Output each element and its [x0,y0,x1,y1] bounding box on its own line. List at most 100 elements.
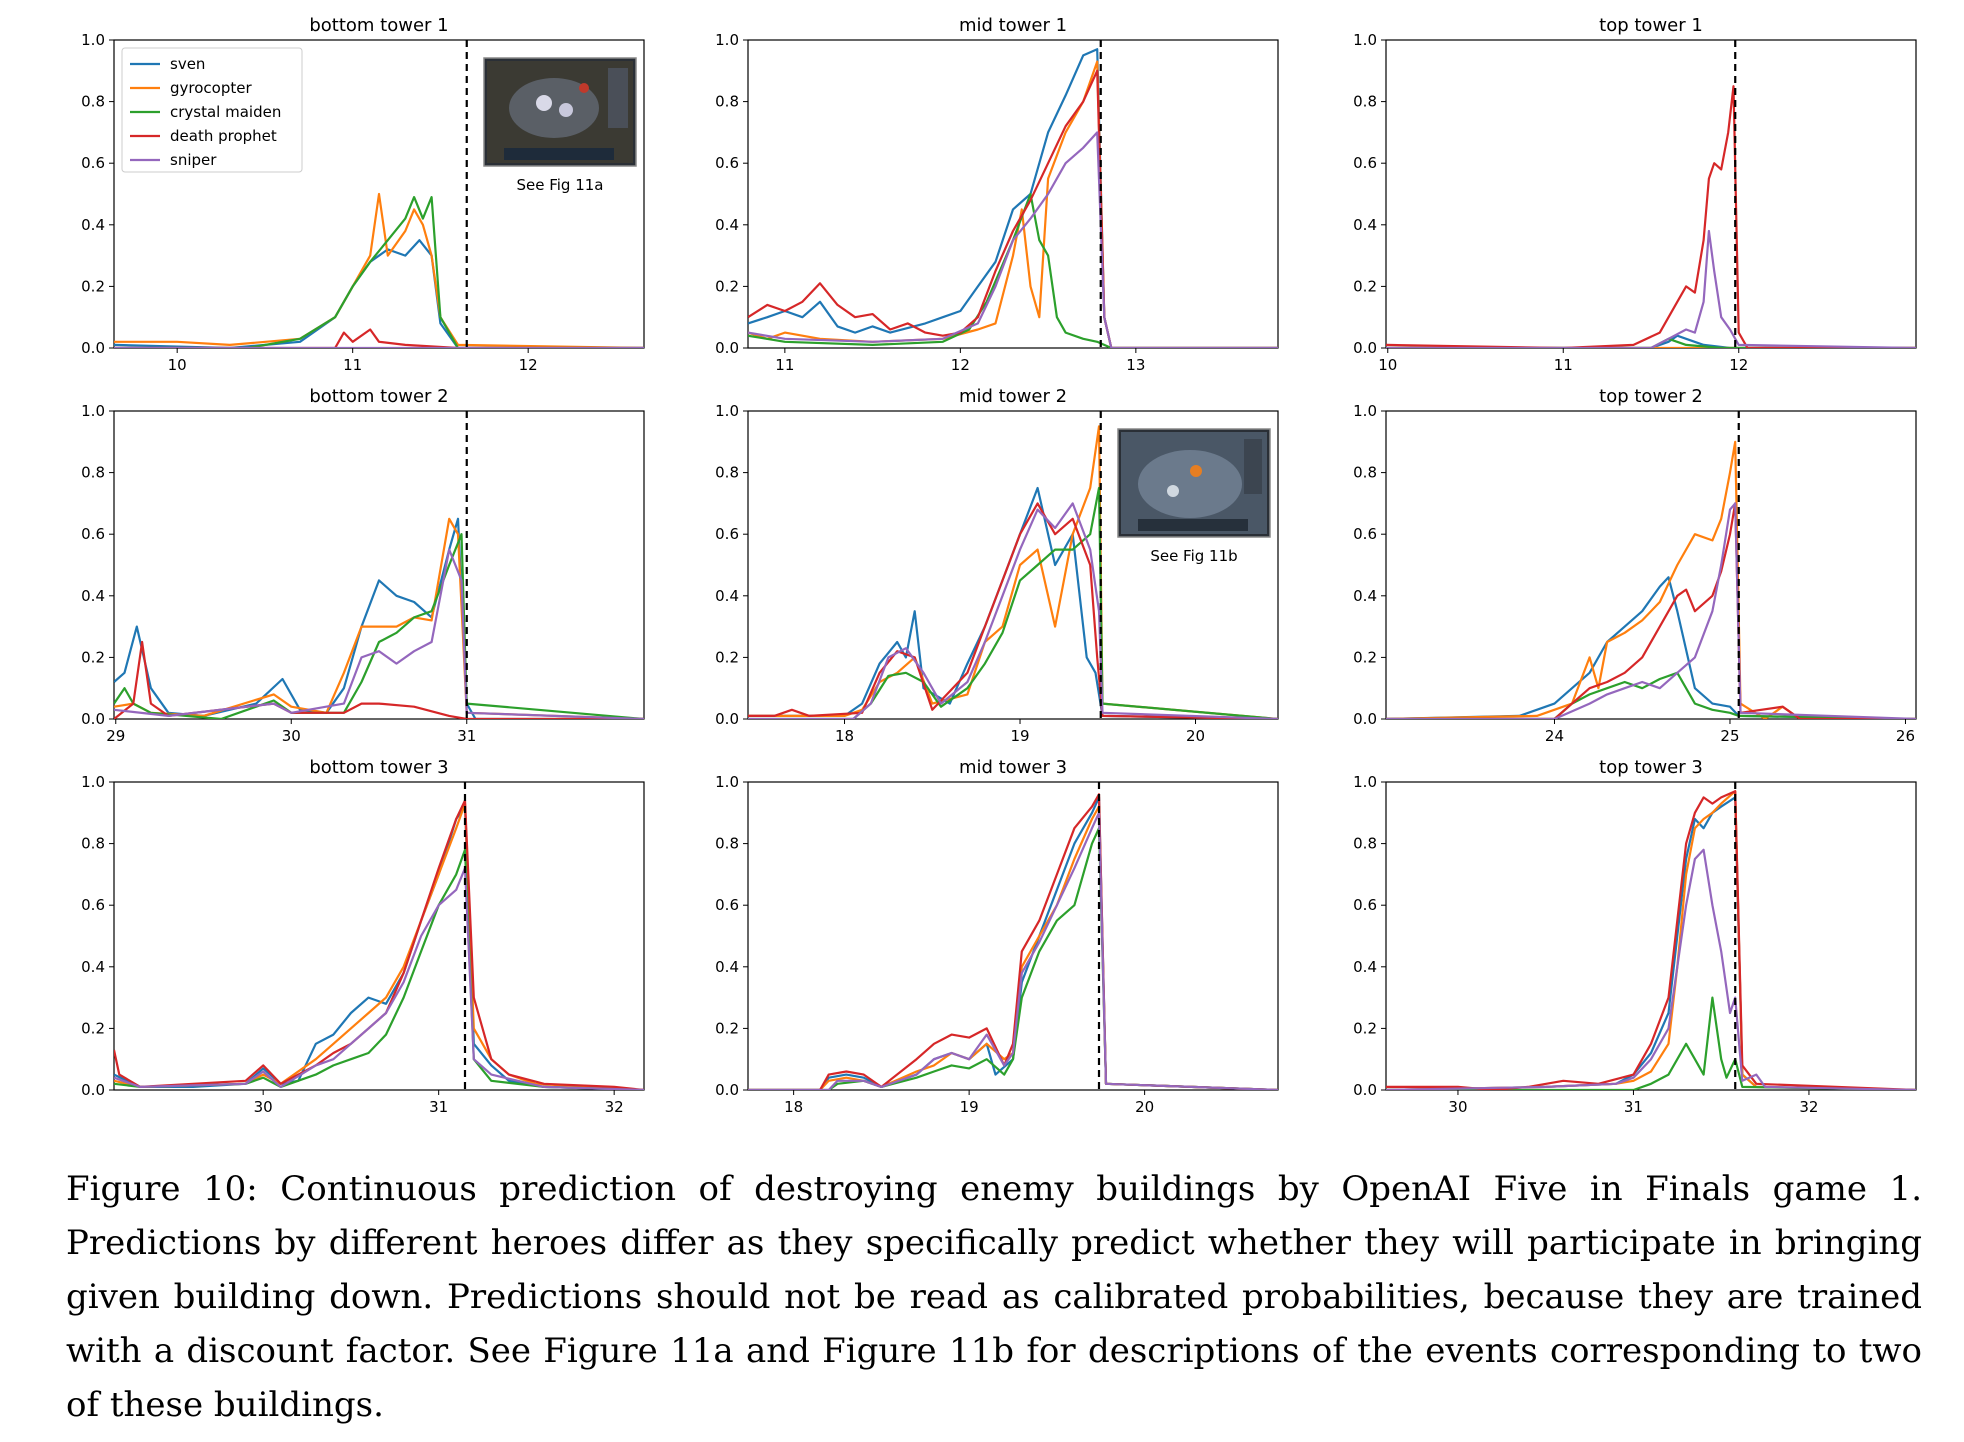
y-tick-label: 0.6 [81,154,105,172]
inset-screenshot [1117,428,1271,538]
y-tick-label: 0.2 [1353,277,1377,295]
series-line-sven [1386,576,1916,719]
y-tick-label: 0.8 [81,835,105,853]
y-tick-label: 0.0 [715,710,739,728]
y-tick-label: 0.4 [81,958,105,976]
inset-caption: See Fig 11b [1150,547,1237,565]
series-line-gyrocopter [114,802,644,1090]
panel-title: bottom tower 3 [309,757,448,778]
x-tick-label: 25 [1720,727,1739,745]
x-tick-label: 31 [429,1098,448,1116]
x-tick-label: 10 [168,356,187,374]
series-line-sven [114,805,644,1090]
y-tick-label: 0.8 [1353,835,1377,853]
series-line-crystal-maiden [114,196,644,348]
y-tick-label: 0.4 [715,216,739,234]
series-line-gyrocopter [748,805,1278,1090]
inset-hero [1167,485,1179,497]
legend: sven gyrocopter crystal maiden death prophe… [121,47,303,173]
y-tick-label: 0.4 [1353,587,1377,605]
x-tick-label: 32 [1799,1098,1818,1116]
plot-frame [1385,410,1917,720]
inset-effect [579,83,589,93]
series-line-sniper [1386,848,1916,1090]
series-line-sniper [1386,502,1916,719]
series-line-sven [748,486,1278,719]
series-line-death-prophet [114,799,644,1090]
legend-label: death prophet [170,127,277,145]
y-tick-label: 0.0 [81,339,105,357]
series-line-death-prophet [748,793,1278,1090]
plot-frame [747,781,1279,1091]
y-tick-label: 0.4 [81,216,105,234]
inset-hero [559,103,573,117]
panel-bottom-tower-3: bottom tower 3 0.0 0.2 0.4 0.6 0.8 1.0 30 31 32 [81,757,645,1116]
x-tick-label: 32 [605,1098,624,1116]
panel-title: bottom tower 2 [309,386,448,407]
series-line-crystal-maiden [748,486,1278,719]
y-tick-label: 1.0 [81,31,105,49]
x-tick-label: 31 [1624,1098,1643,1116]
series-line-sven [1386,796,1916,1090]
series-line-sniper [748,131,1278,348]
y-tick-label: 0.6 [715,525,739,543]
series-line-sven [748,48,1278,348]
legend-label: sniper [170,151,217,169]
x-tick-label: 30 [254,1098,273,1116]
x-tick-label: 24 [1545,727,1564,745]
y-tick-label: 0.4 [1353,958,1377,976]
y-tick-label: 0.8 [715,93,739,111]
y-tick-label: 1.0 [715,402,739,420]
legend-label: gyrocopter [170,79,252,97]
series-line-sniper [748,811,1278,1090]
figure-10-chart-grid: bottom tower 1 0.0 0.2 0.4 0.6 0.8 1.0 10 11 12 Se… [81,15,1917,1116]
x-tick-label: 10 [1378,356,1397,374]
plot-frame [1385,781,1917,1091]
panel-title: mid tower 2 [959,386,1067,407]
inset-ground [509,78,599,138]
y-tick-label: 0.8 [1353,464,1377,482]
y-tick-label: 0.4 [81,587,105,605]
panel-title: bottom tower 1 [309,15,448,36]
series-line-crystal-maiden [114,848,644,1090]
y-tick-label: 0.4 [1353,216,1377,234]
x-tick-label: 12 [519,356,538,374]
y-tick-label: 1.0 [1353,402,1377,420]
x-tick-label: 20 [1135,1098,1154,1116]
series-line-crystal-maiden [748,192,1278,348]
x-tick-label: 18 [835,727,854,745]
x-tick-label: 29 [106,727,125,745]
series-line-death-prophet [1386,790,1916,1090]
x-tick-label: 12 [1729,356,1748,374]
y-tick-label: 1.0 [1353,31,1377,49]
series-line-sniper [114,867,644,1090]
x-tick-label: 26 [1896,727,1915,745]
x-tick-label: 19 [1010,727,1029,745]
inset-minimap [1244,439,1262,494]
y-tick-label: 0.4 [715,958,739,976]
panel-top-tower-2: top tower 2 0.0 0.2 0.4 0.6 0.8 1.0 24 25 26 [1353,386,1917,745]
y-tick-label: 0.6 [1353,525,1377,543]
panel-top-tower-3: top tower 3 0.0 0.2 0.4 0.6 0.8 1.0 30 31 32 [1353,757,1917,1116]
inset-minimap [608,68,628,128]
series-line-gyrocopter [114,517,644,719]
panel-bottom-tower-1: bottom tower 1 0.0 0.2 0.4 0.6 0.8 1.0 10 11 12 Se… [81,15,645,374]
x-tick-label: 12 [951,356,970,374]
y-tick-label: 0.8 [715,464,739,482]
x-tick-label: 31 [457,727,476,745]
panel-title: top tower 3 [1599,757,1703,778]
series-line-crystal-maiden [1386,337,1916,348]
x-tick-label: 11 [343,356,362,374]
series-line-gyrocopter [748,60,1278,348]
series-line-sniper [748,502,1278,719]
series-line-gyrocopter [1386,440,1916,719]
series-line-crystal-maiden [1386,996,1916,1090]
x-tick-label: 11 [1554,356,1573,374]
y-tick-label: 0.6 [81,525,105,543]
legend-label: sven [170,55,205,73]
y-tick-label: 0.2 [1353,648,1377,666]
series-line-sven [114,517,644,719]
x-tick-label: 18 [784,1098,803,1116]
y-tick-label: 0.6 [81,896,105,914]
panel-mid-tower-2: mid tower 2 0.0 0.2 0.4 0.6 0.8 1.0 18 19 20 See F… [715,386,1279,745]
